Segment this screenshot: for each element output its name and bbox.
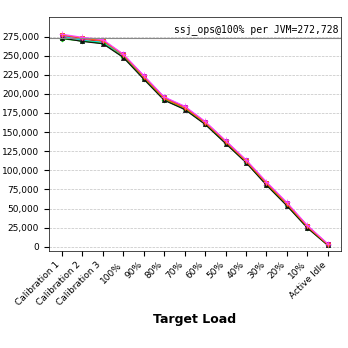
Text: ssj_ops@100% per JVM=272,728: ssj_ops@100% per JVM=272,728 (174, 24, 338, 35)
X-axis label: Target Load: Target Load (153, 313, 236, 326)
